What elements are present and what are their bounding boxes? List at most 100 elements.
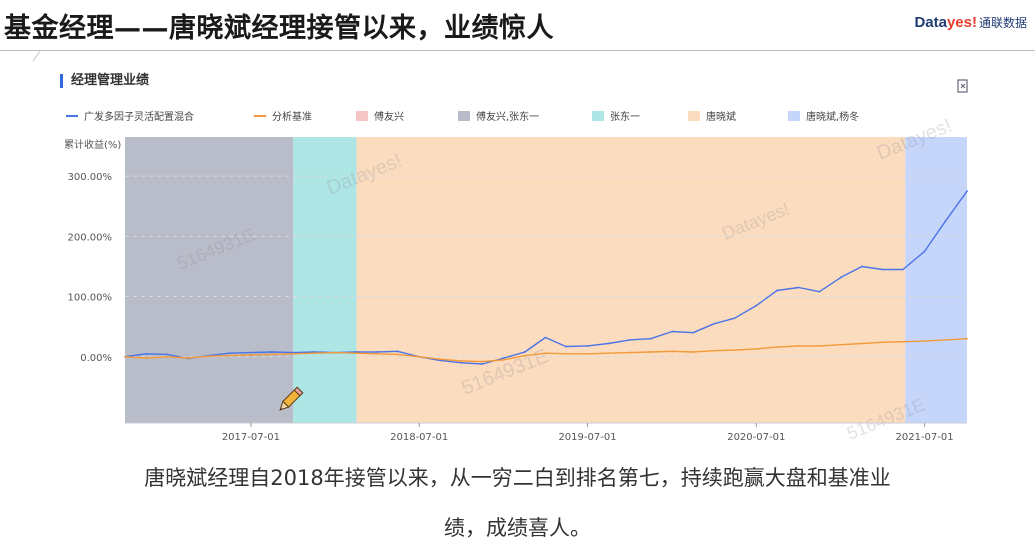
period-band-4 [356, 137, 906, 423]
series-1-point [270, 351, 273, 353]
caption-line-2: 绩，成绩喜人。 [444, 516, 591, 540]
series-2-point [523, 354, 526, 357]
legend-item-period-4[interactable]: 唐晓斌 [688, 108, 736, 123]
series-2-point [607, 352, 610, 355]
logo-part-data: Data [914, 14, 947, 31]
series-2-point [396, 353, 399, 356]
series-2-point [629, 351, 631, 354]
panel-title: 经理管理业绩 [60, 74, 149, 88]
series-2-point [923, 340, 926, 343]
series-2-point [249, 354, 252, 356]
y-tick-label: 100.00% [68, 293, 113, 304]
series-2-point [797, 345, 800, 347]
y-tick-label: 0.00% [80, 353, 112, 364]
series-1-point [460, 361, 463, 364]
series-2-point [208, 355, 210, 358]
datayes-logo: Data yes! 通联数据 [914, 14, 1027, 34]
series-1-point [713, 322, 716, 325]
y-axis-label: 累计收益(%) [64, 140, 122, 151]
period-band-3 [293, 137, 357, 423]
series-2-point [966, 337, 968, 340]
series-1-point [481, 363, 484, 365]
series-2-point [944, 339, 947, 341]
caption-line-1: 唐晓斌经理自2018年接管以来，从一穷二白到排名第七，持续跑赢大盘和基准业 [144, 466, 891, 490]
series-1-point [586, 345, 589, 347]
legend-label: 傅友兴,张东一 [476, 112, 540, 123]
period-band-5 [905, 137, 967, 423]
series-2-point [481, 360, 484, 363]
series-2-point [692, 351, 694, 353]
series-1-point [840, 276, 843, 279]
series-1-point [923, 250, 926, 253]
legend-item-period-5[interactable]: 唐晓斌,杨冬 [788, 108, 859, 123]
x-tick-label: 2020-07-01 [727, 432, 785, 443]
legend-label: 唐晓斌 [706, 112, 736, 123]
series-1-point [944, 220, 947, 223]
legend-label: 广发多因子灵活配置混合 [84, 112, 194, 123]
legend-swatch [66, 114, 78, 117]
series-2-point [902, 340, 904, 343]
x-tick-label: 2017-07-01 [222, 432, 280, 443]
logo-part-cn: 通联数据 [978, 16, 1027, 30]
series-2-point [733, 349, 736, 352]
legend-swatch [458, 110, 470, 121]
series-1-point [797, 286, 800, 289]
legend-item-fund[interactable]: 广发多因子灵活配置混合 [66, 108, 194, 123]
series-2-point [187, 357, 190, 359]
series-1-point [649, 337, 652, 340]
series-1-point [902, 268, 904, 271]
legend-swatch [356, 110, 368, 121]
series-2-point [840, 343, 843, 346]
series-1-point [733, 317, 736, 320]
series-2-point [713, 349, 716, 352]
series-2-point [460, 360, 463, 362]
series-2-point [418, 355, 421, 358]
series-2-point [586, 352, 589, 355]
series-2-point [881, 341, 884, 344]
legend-label: 唐晓斌,杨冬 [806, 112, 860, 123]
series-1-point [523, 351, 526, 353]
legend-label: 傅友兴 [374, 112, 404, 123]
series-1-point [544, 336, 547, 339]
series-2-point [818, 345, 821, 347]
series-2-point [671, 350, 674, 353]
series-1-point [671, 330, 674, 333]
series-1-point [860, 265, 863, 268]
series-1-point [564, 345, 567, 348]
series-2-point [270, 353, 273, 356]
series-2-point [376, 352, 379, 355]
series-1-point [503, 357, 505, 359]
series-2-point [755, 348, 758, 350]
logo-part-yes: yes! [946, 14, 977, 31]
legend-item-period-2[interactable]: 傅友兴,张东一 [458, 108, 539, 123]
series-2-point [355, 352, 358, 355]
series-2-point [860, 342, 863, 345]
legend-item-benchmark[interactable]: 分析基准 [254, 108, 312, 123]
legend-swatch [788, 110, 800, 121]
series-1-point [228, 352, 231, 355]
series-1-point [966, 190, 968, 193]
legend-item-period-3[interactable]: 张东一 [592, 108, 640, 123]
series-2-point [124, 355, 126, 358]
series-2-point [228, 354, 231, 357]
series-1-point [396, 350, 399, 353]
series-2-point [313, 352, 315, 355]
series-1-point [818, 290, 821, 293]
series-2-point [649, 351, 652, 353]
series-2-point [334, 351, 337, 354]
legend-item-period-1[interactable]: 傅友兴 [356, 108, 404, 123]
legend-swatch [254, 114, 266, 117]
legend-label: 张东一 [610, 112, 640, 123]
series-2-point [166, 355, 169, 358]
y-tick-label: 200.00% [68, 232, 113, 243]
series-2-point [544, 352, 547, 355]
title-divider [0, 50, 1035, 51]
series-2-point [144, 357, 147, 359]
legend-swatch [688, 110, 700, 121]
series-1-point [249, 351, 252, 354]
export-icon[interactable] [956, 78, 970, 97]
series-1-point [629, 339, 631, 341]
series-1-point [692, 331, 694, 334]
series-1-point [144, 352, 147, 355]
